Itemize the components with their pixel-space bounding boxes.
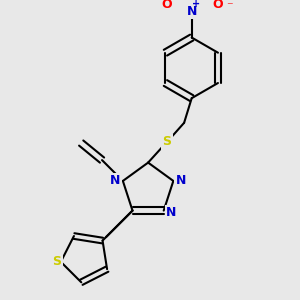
Text: N: N	[166, 206, 176, 219]
Text: S: S	[52, 255, 62, 268]
Text: ⁻: ⁻	[226, 1, 233, 14]
Text: S: S	[163, 135, 172, 148]
Text: O: O	[162, 0, 172, 11]
Text: N: N	[187, 4, 197, 17]
Text: O: O	[212, 0, 223, 11]
Text: +: +	[192, 0, 200, 9]
Text: N: N	[110, 174, 121, 188]
Text: N: N	[176, 174, 186, 188]
